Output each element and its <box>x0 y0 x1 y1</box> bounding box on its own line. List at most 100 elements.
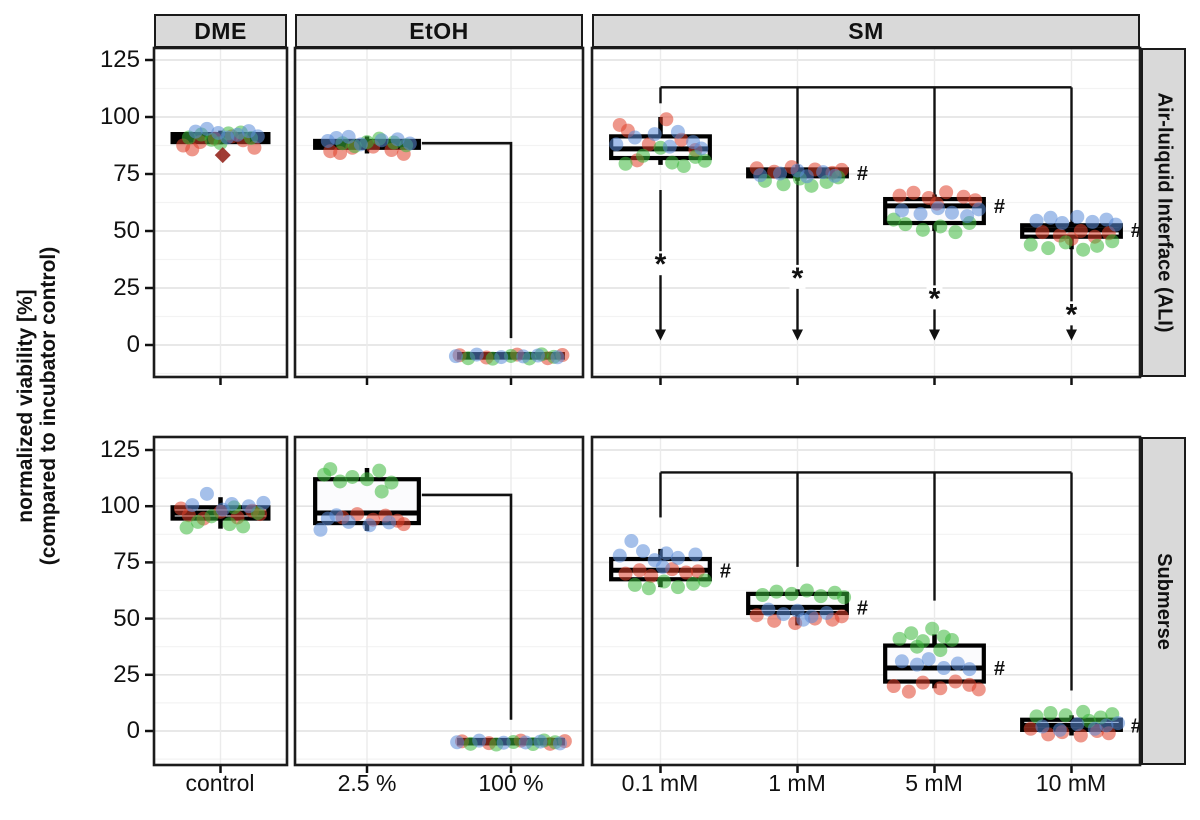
jitter-point <box>396 517 411 532</box>
star-backplate <box>652 251 669 276</box>
jitter-point <box>448 349 463 364</box>
jitter-point <box>670 124 685 139</box>
jitter-point <box>776 607 791 622</box>
jitter-point <box>1035 719 1050 734</box>
jitter-point <box>892 631 907 646</box>
jitter-point <box>647 127 662 142</box>
panel-facet-0-2 <box>592 48 1140 377</box>
jitter-point <box>655 559 670 574</box>
jitter-point <box>971 202 986 217</box>
y-axis-title: normalized viability [%] (compared to in… <box>14 56 62 756</box>
jitter-point <box>624 534 639 549</box>
jitter-point <box>641 137 656 152</box>
jitter-point <box>185 498 200 513</box>
panel-border <box>590 46 1142 379</box>
star-significance-label: * <box>655 248 667 281</box>
jitter-point <box>256 495 271 510</box>
jitter-point <box>360 472 374 487</box>
jitter-point <box>1108 217 1123 232</box>
jitter-point <box>618 156 633 171</box>
hash-significance-label: # <box>1131 715 1142 737</box>
x-label-10mm: 10 mM <box>1035 770 1107 796</box>
jitter-point <box>799 169 814 184</box>
jitter-point <box>659 112 674 127</box>
jitter-point <box>944 632 959 647</box>
facet-strip-dme: DME <box>154 14 287 48</box>
jitter-point <box>516 349 531 364</box>
jitter-point <box>799 583 814 598</box>
y-tick-label: 25 <box>113 660 140 688</box>
jitter-point <box>353 137 368 152</box>
jitter-point <box>816 165 831 180</box>
jitter-point <box>618 566 633 581</box>
y-axis-title-line2: (compared to incubator control) <box>37 246 60 566</box>
jitter-point <box>784 586 799 601</box>
panel-border <box>152 435 289 767</box>
panel-border <box>293 435 585 767</box>
star-backplate <box>1063 301 1080 326</box>
jitter-point <box>948 225 963 240</box>
jitter-point <box>894 654 909 669</box>
x-label-control: control <box>185 770 255 796</box>
jitter-point <box>962 662 977 677</box>
jitter-point <box>1029 709 1044 724</box>
jitter-point <box>906 185 921 200</box>
y-tick-label: 25 <box>113 274 140 301</box>
y-tick-label: 50 <box>113 604 140 632</box>
x-label-5mm: 5 mM <box>905 770 963 796</box>
jitter-point <box>241 499 256 514</box>
jitter-point <box>930 201 945 216</box>
jitter-point <box>632 563 647 578</box>
jitter-point <box>636 148 651 163</box>
jitter-point <box>1070 717 1085 732</box>
jitter-point <box>390 132 405 147</box>
jitter-point <box>933 681 948 696</box>
jitter-point <box>494 350 509 365</box>
jitter-point <box>323 462 338 477</box>
jitter-point <box>936 661 951 676</box>
jitter-point <box>753 168 768 183</box>
facet-strip-sm: SM <box>592 14 1140 48</box>
y-tick-label: 75 <box>113 160 140 187</box>
jitter-point <box>472 733 487 748</box>
arrow-down-icon <box>1066 329 1077 341</box>
facet-strip-dme-label: DME <box>194 17 247 44</box>
jitter-point <box>933 219 948 234</box>
jitter-point <box>837 590 852 605</box>
hash-significance-label: # <box>1131 220 1142 242</box>
jitter-point <box>199 121 214 136</box>
jitter-point <box>694 141 709 156</box>
hash-significance-label: # <box>857 597 868 619</box>
hash-significance-label: # <box>720 560 731 582</box>
x-label-1mm: 1 mM <box>768 770 826 796</box>
jitter-point <box>1029 213 1044 228</box>
jitter-point <box>769 584 784 599</box>
jitter-point <box>384 475 399 490</box>
facet-strip-submerse-label: Submerse <box>1153 552 1175 650</box>
jitter-point <box>199 486 214 501</box>
jitter-point <box>773 166 788 181</box>
jitter-point <box>796 612 811 627</box>
jitter-point <box>374 484 389 499</box>
jitter-point <box>819 605 834 620</box>
panel-border <box>590 435 1142 767</box>
jitter-point <box>627 130 642 145</box>
facet-strip-ali-label: Air-luiquid Interface (ALI) <box>1153 92 1175 333</box>
jitter-point <box>915 675 930 690</box>
jitter-point <box>659 546 674 561</box>
jitter-point <box>960 209 975 224</box>
jitter-point <box>813 589 828 604</box>
jitter-point <box>1111 716 1126 731</box>
arrow-down-icon <box>792 329 803 341</box>
jitter-point <box>644 568 659 583</box>
jitter-point <box>204 509 219 524</box>
jitter-point <box>915 222 930 237</box>
arrow-down-icon <box>655 329 666 341</box>
jitter-point <box>910 639 925 654</box>
star-significance-label: * <box>929 282 941 315</box>
jitter-point <box>1058 235 1073 250</box>
jitter-point <box>679 565 694 580</box>
jitter-point <box>697 573 712 588</box>
jitter-point <box>341 514 356 529</box>
jitter-point <box>612 548 627 563</box>
